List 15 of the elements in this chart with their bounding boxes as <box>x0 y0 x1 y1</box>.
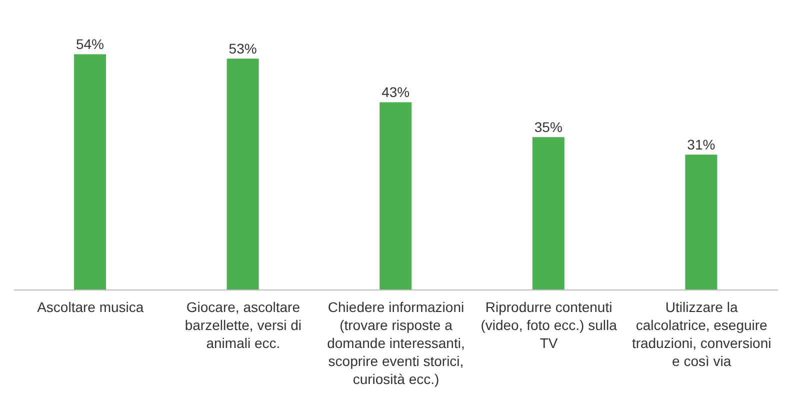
data-label: 31% <box>687 136 716 153</box>
x-tick-label: Giocare, ascoltare barzellette, versi di animali ecc. <box>184 299 302 351</box>
x-tick-label: Utilizzare la calcolatrice, eseguire traduzioni, conversioni e così via <box>632 299 772 369</box>
x-tick-label: Chiedere informazioni (trovare risposte a domande interessanti, scoprire eventi storici, curiosità ecc.) <box>327 299 465 387</box>
bar <box>380 102 412 290</box>
bar <box>685 154 718 290</box>
bar <box>532 137 564 290</box>
bar <box>74 54 106 290</box>
data-label: 35% <box>534 119 562 136</box>
bar <box>226 58 259 290</box>
data-label: 53% <box>228 40 257 57</box>
data-label: 54% <box>76 36 104 52</box>
x-tick-label: Riprodurre contenuti (video, foto ecc.) sulla TV <box>480 299 618 351</box>
data-label: 43% <box>382 84 410 100</box>
x-tick-label: Ascoltare musica <box>37 299 144 315</box>
